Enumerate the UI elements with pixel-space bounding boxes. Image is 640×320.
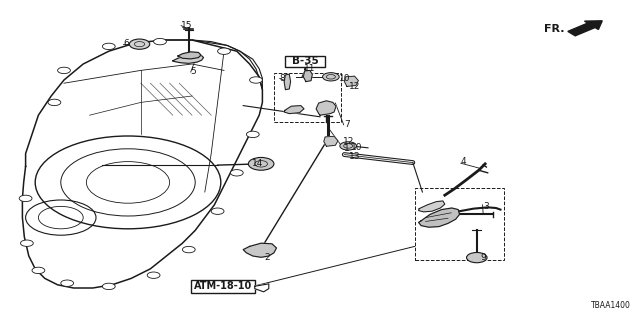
Text: 12: 12 — [343, 137, 355, 146]
Circle shape — [20, 240, 33, 246]
Text: 14: 14 — [252, 159, 263, 168]
Text: 15: 15 — [181, 21, 193, 30]
Polygon shape — [173, 55, 204, 63]
Text: 6: 6 — [123, 39, 129, 48]
Text: 5: 5 — [191, 68, 196, 76]
Text: B-35: B-35 — [292, 56, 319, 67]
Text: FR.: FR. — [544, 24, 564, 34]
Polygon shape — [324, 136, 338, 146]
Circle shape — [102, 283, 115, 290]
Circle shape — [147, 272, 160, 278]
FancyBboxPatch shape — [285, 56, 325, 67]
Text: 8: 8 — [280, 74, 285, 83]
Circle shape — [129, 39, 150, 49]
Text: 11: 11 — [304, 64, 316, 73]
Polygon shape — [303, 70, 312, 82]
Polygon shape — [419, 201, 445, 212]
Bar — [415, 188, 504, 260]
Polygon shape — [419, 208, 460, 227]
Circle shape — [61, 280, 74, 286]
Text: 10: 10 — [339, 74, 351, 83]
Text: ATM-18-10: ATM-18-10 — [194, 281, 253, 291]
Text: 13: 13 — [349, 152, 360, 161]
Circle shape — [246, 131, 259, 138]
Polygon shape — [255, 284, 269, 292]
Circle shape — [248, 157, 274, 170]
Text: 9: 9 — [480, 253, 486, 262]
Circle shape — [58, 67, 70, 74]
Text: 7: 7 — [344, 120, 350, 129]
Circle shape — [340, 142, 356, 150]
Text: 12: 12 — [349, 82, 361, 91]
Circle shape — [182, 246, 195, 253]
Polygon shape — [178, 52, 201, 59]
FancyArrow shape — [568, 21, 602, 36]
Text: TBAA1400: TBAA1400 — [591, 301, 630, 310]
Circle shape — [467, 252, 487, 263]
Text: 4: 4 — [461, 157, 467, 166]
Text: 1: 1 — [344, 144, 350, 153]
Polygon shape — [316, 101, 336, 115]
Circle shape — [323, 73, 339, 81]
Circle shape — [154, 38, 166, 45]
Text: 2: 2 — [265, 253, 270, 262]
Bar — [274, 73, 341, 122]
Polygon shape — [344, 76, 358, 86]
Circle shape — [32, 267, 45, 274]
Text: 3: 3 — [483, 202, 489, 211]
Polygon shape — [284, 74, 291, 90]
Circle shape — [218, 48, 230, 54]
Polygon shape — [284, 106, 304, 114]
Circle shape — [19, 195, 32, 202]
Circle shape — [230, 170, 243, 176]
Polygon shape — [243, 243, 276, 257]
Circle shape — [48, 99, 61, 106]
Text: 10: 10 — [351, 143, 362, 152]
Circle shape — [250, 77, 262, 83]
FancyBboxPatch shape — [191, 280, 255, 293]
Circle shape — [102, 43, 115, 50]
Circle shape — [211, 208, 224, 214]
